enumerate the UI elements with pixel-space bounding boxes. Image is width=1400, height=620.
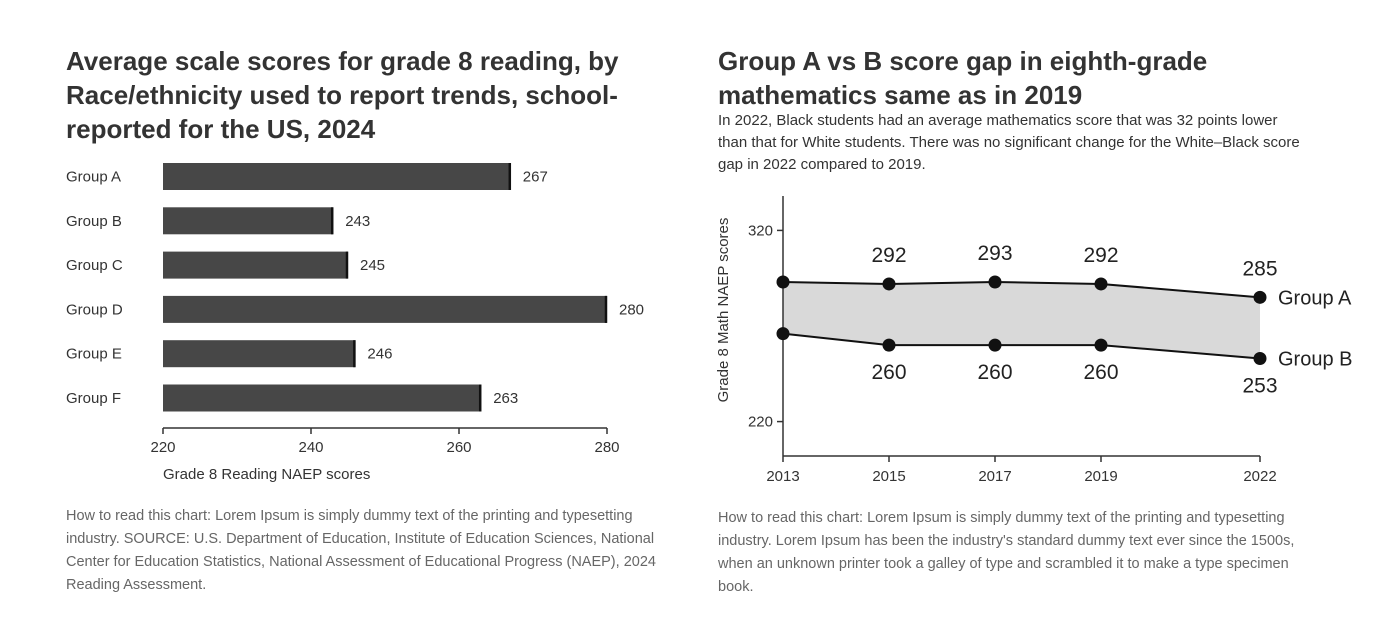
group-b-point (776, 327, 790, 341)
group-a-point-label: 293 (977, 242, 1012, 265)
bar (163, 340, 356, 368)
x-tick-label: 240 (298, 439, 323, 456)
right-chart-title: Group A vs B score gap in eighth-grade m… (718, 46, 1208, 110)
bar-value-label: 263 (493, 390, 518, 407)
bar-value-label: 243 (345, 213, 370, 230)
x-tick-label: 280 (594, 439, 619, 456)
group-a-point (882, 277, 896, 291)
bar-value-label: 267 (523, 169, 548, 186)
category-label: Group C (66, 257, 123, 274)
x-axis-title: Grade 8 Reading NAEP scores (163, 466, 370, 483)
category-label: Group D (66, 301, 123, 318)
group-b-point (988, 338, 1002, 352)
bar (163, 251, 348, 279)
bar (163, 295, 607, 323)
bar (163, 207, 334, 235)
group-b-point (1094, 338, 1108, 352)
x-tick-label: 2013 (766, 468, 799, 485)
group-b-point (1253, 352, 1267, 365)
x-tick-label: 2017 (978, 468, 1011, 485)
category-label: Group A (66, 169, 121, 186)
group-b-point-label: 260 (977, 361, 1012, 384)
x-tick-label: 260 (446, 439, 471, 456)
category-label: Group F (66, 390, 121, 407)
gap-band (783, 282, 1260, 359)
group-a-point (776, 275, 790, 289)
y-tick-label: 320 (748, 222, 773, 239)
right-chart-panel: Group A vs B score gap in eighth-grade m… (700, 0, 1400, 620)
group-a-point-label: 292 (871, 244, 906, 267)
x-tick-label: 220 (150, 439, 175, 456)
series-label-group-a: Group A (1278, 287, 1352, 309)
bar-value-label: 246 (367, 346, 392, 363)
bar-chart: Group A 267 Group B 243 Group C 245 Group D 280… (66, 163, 644, 483)
category-label: Group B (66, 213, 122, 230)
group-a-point-label: 285 (1242, 257, 1277, 280)
bar-value-label: 280 (619, 301, 644, 318)
left-chart-title: Average scale scores for grade 8 reading… (66, 46, 619, 144)
group-b-point-label: 260 (1083, 361, 1118, 384)
group-b-point-label: 260 (871, 361, 906, 384)
x-tick-label: 2015 (872, 468, 905, 485)
right-chart-subtitle: In 2022, Black students had an average m… (718, 112, 1300, 173)
right-chart-footnote: How to read this chart: Lorem Ipsum is s… (718, 510, 1295, 595)
left-chart-panel: Average scale scores for grade 8 reading… (66, 46, 656, 593)
y-tick-label: 220 (748, 414, 773, 431)
category-label: Group E (66, 346, 122, 363)
group-a-point-label: 292 (1083, 244, 1118, 267)
bar (163, 163, 511, 190)
bar (163, 384, 482, 412)
group-a-point (1094, 277, 1108, 291)
y-axis-title: Grade 8 Math NAEP scores (715, 218, 732, 403)
bar-value-label: 245 (360, 257, 385, 274)
series-label-group-b: Group B (1278, 349, 1352, 371)
line-chart: 220 320 2013 2015 2017 2019 2022 Grade 8 Math N… (715, 196, 1352, 485)
group-b-point-label: 253 (1242, 375, 1277, 398)
group-a-point (1253, 290, 1267, 304)
group-b-point (882, 338, 896, 352)
x-tick-label: 2019 (1084, 468, 1117, 485)
left-chart-footnote: How to read this chart: Lorem Ipsum is s… (66, 508, 656, 593)
x-tick-label: 2022 (1243, 468, 1276, 485)
group-a-point (988, 275, 1002, 289)
